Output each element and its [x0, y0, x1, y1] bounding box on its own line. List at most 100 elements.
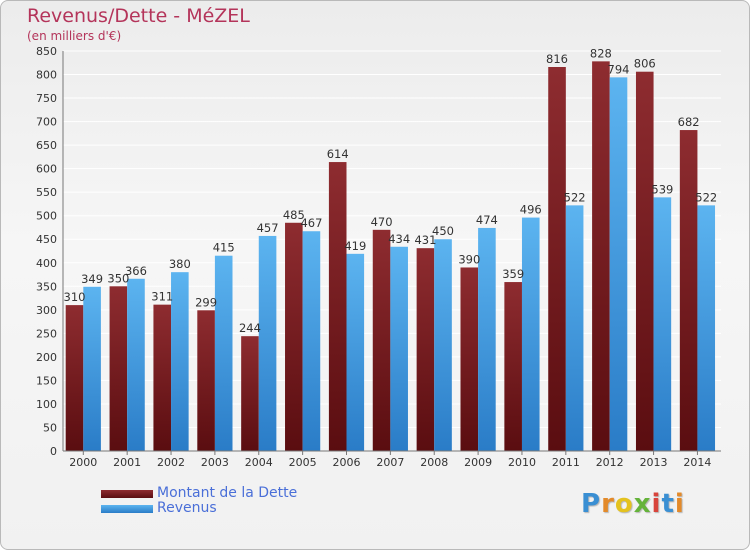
data-label-debt-2010: 359 — [502, 267, 524, 281]
data-label-revenue-2013: 539 — [651, 182, 673, 196]
bar-debt-2003 — [197, 310, 215, 451]
bar-revenue-2012 — [609, 77, 628, 452]
legend-label-revenue: Revenus — [157, 500, 217, 516]
proxiti-logo: Proxiti — [581, 489, 685, 519]
y-tick-label: 50 — [43, 421, 57, 434]
chart-subtitle: (en milliers d'€) — [27, 29, 122, 43]
data-label-revenue-2009: 474 — [476, 213, 498, 227]
bar-debt-2012 — [592, 61, 610, 452]
data-label-debt-2011: 816 — [546, 52, 568, 66]
x-tick-label: 2005 — [289, 456, 317, 469]
data-label-revenue-2012: 794 — [608, 62, 630, 76]
data-label-revenue-2006: 419 — [344, 239, 366, 253]
y-tick-label: 500 — [36, 210, 57, 223]
y-tick-label: 550 — [36, 186, 57, 199]
data-label-debt-2006: 614 — [327, 147, 349, 161]
data-label-debt-2007: 470 — [371, 215, 393, 229]
y-tick-label: 0 — [50, 445, 57, 458]
data-label-revenue-2001: 366 — [125, 264, 147, 278]
x-tick-label: 2007 — [376, 456, 404, 469]
bar-revenue-2001 — [127, 278, 145, 451]
data-label-debt-2014: 682 — [678, 115, 700, 129]
bar-revenue-2000 — [83, 286, 101, 451]
y-tick-label: 800 — [36, 69, 57, 82]
y-tick-label: 600 — [36, 163, 57, 176]
x-tick-label: 2002 — [157, 456, 185, 469]
bar-revenue-2007 — [390, 246, 408, 451]
bar-revenue-2003 — [214, 255, 233, 451]
bar-debt-2007 — [372, 229, 391, 451]
data-label-debt-2003: 299 — [195, 295, 217, 309]
bar-revenue-2004 — [258, 235, 277, 451]
bar-debt-2004 — [241, 336, 259, 451]
y-tick-label: 850 — [36, 45, 57, 58]
data-label-revenue-2002: 380 — [169, 257, 191, 271]
data-label-debt-2008: 431 — [414, 233, 436, 247]
y-tick-label: 200 — [36, 351, 57, 364]
x-tick-label: 2013 — [640, 456, 668, 469]
data-label-revenue-2005: 467 — [300, 216, 322, 230]
bar-revenue-2013 — [653, 197, 672, 451]
bar-debt-2013 — [635, 71, 654, 452]
x-tick-label: 2009 — [464, 456, 492, 469]
data-label-revenue-2010: 496 — [520, 203, 542, 217]
bar-debt-2006 — [328, 162, 347, 451]
data-label-debt-2000: 310 — [64, 290, 86, 304]
legend-swatch-revenue — [101, 505, 153, 513]
data-label-debt-2004: 244 — [239, 321, 261, 335]
y-tick-label: 150 — [36, 374, 57, 387]
data-label-revenue-2003: 415 — [213, 241, 235, 255]
bar-revenue-2014 — [697, 205, 716, 451]
bar-debt-2010 — [504, 282, 522, 451]
chart-title: Revenus/Dette - MéZEL — [27, 5, 250, 27]
y-tick-label: 300 — [36, 304, 57, 317]
x-tick-label: 2003 — [201, 456, 229, 469]
bar-debt-2011 — [548, 67, 566, 451]
x-tick-label: 2001 — [113, 456, 141, 469]
x-tick-label: 2006 — [333, 456, 361, 469]
data-label-debt-2009: 390 — [458, 252, 480, 266]
data-label-revenue-2011: 522 — [564, 190, 586, 204]
bar-debt-2005 — [285, 222, 303, 451]
bar-debt-2009 — [460, 267, 479, 451]
data-label-debt-2012: 828 — [590, 46, 612, 60]
y-tick-label: 750 — [36, 92, 57, 105]
bar-revenue-2009 — [478, 227, 496, 451]
data-label-debt-2005: 485 — [283, 208, 305, 222]
x-tick-label: 2000 — [69, 456, 97, 469]
data-label-debt-2013: 806 — [634, 57, 656, 71]
data-label-revenue-2014: 522 — [695, 190, 717, 204]
x-tick-label: 2008 — [420, 456, 448, 469]
legend-swatch-debt — [101, 490, 153, 498]
bar-revenue-2002 — [171, 272, 189, 451]
bar-debt-2008 — [416, 248, 435, 451]
bar-revenue-2008 — [434, 239, 452, 451]
data-label-debt-2002: 311 — [151, 290, 173, 304]
x-tick-label: 2011 — [552, 456, 580, 469]
y-tick-label: 700 — [36, 116, 57, 129]
x-tick-label: 2010 — [508, 456, 536, 469]
bar-revenue-2005 — [302, 231, 321, 451]
data-label-revenue-2007: 434 — [388, 232, 410, 246]
y-tick-label: 400 — [36, 257, 57, 270]
bar-debt-2001 — [109, 286, 128, 451]
bar-revenue-2006 — [346, 253, 365, 451]
bar-debt-2002 — [153, 304, 172, 451]
x-tick-label: 2004 — [245, 456, 273, 469]
data-label-revenue-2000: 349 — [81, 272, 103, 286]
y-tick-label: 100 — [36, 398, 57, 411]
bar-debt-2000 — [65, 305, 84, 451]
bar-revenue-2011 — [565, 205, 584, 451]
y-tick-label: 650 — [36, 139, 57, 152]
data-label-revenue-2004: 457 — [257, 221, 279, 235]
y-tick-label: 450 — [36, 233, 57, 246]
legend-label-debt: Montant de la Dette — [157, 485, 298, 501]
data-label-revenue-2008: 450 — [432, 224, 454, 238]
data-label-debt-2001: 350 — [107, 271, 129, 285]
bar-revenue-2010 — [521, 217, 540, 451]
x-tick-label: 2014 — [683, 456, 711, 469]
x-tick-label: 2012 — [596, 456, 624, 469]
bar-debt-2014 — [679, 130, 698, 451]
